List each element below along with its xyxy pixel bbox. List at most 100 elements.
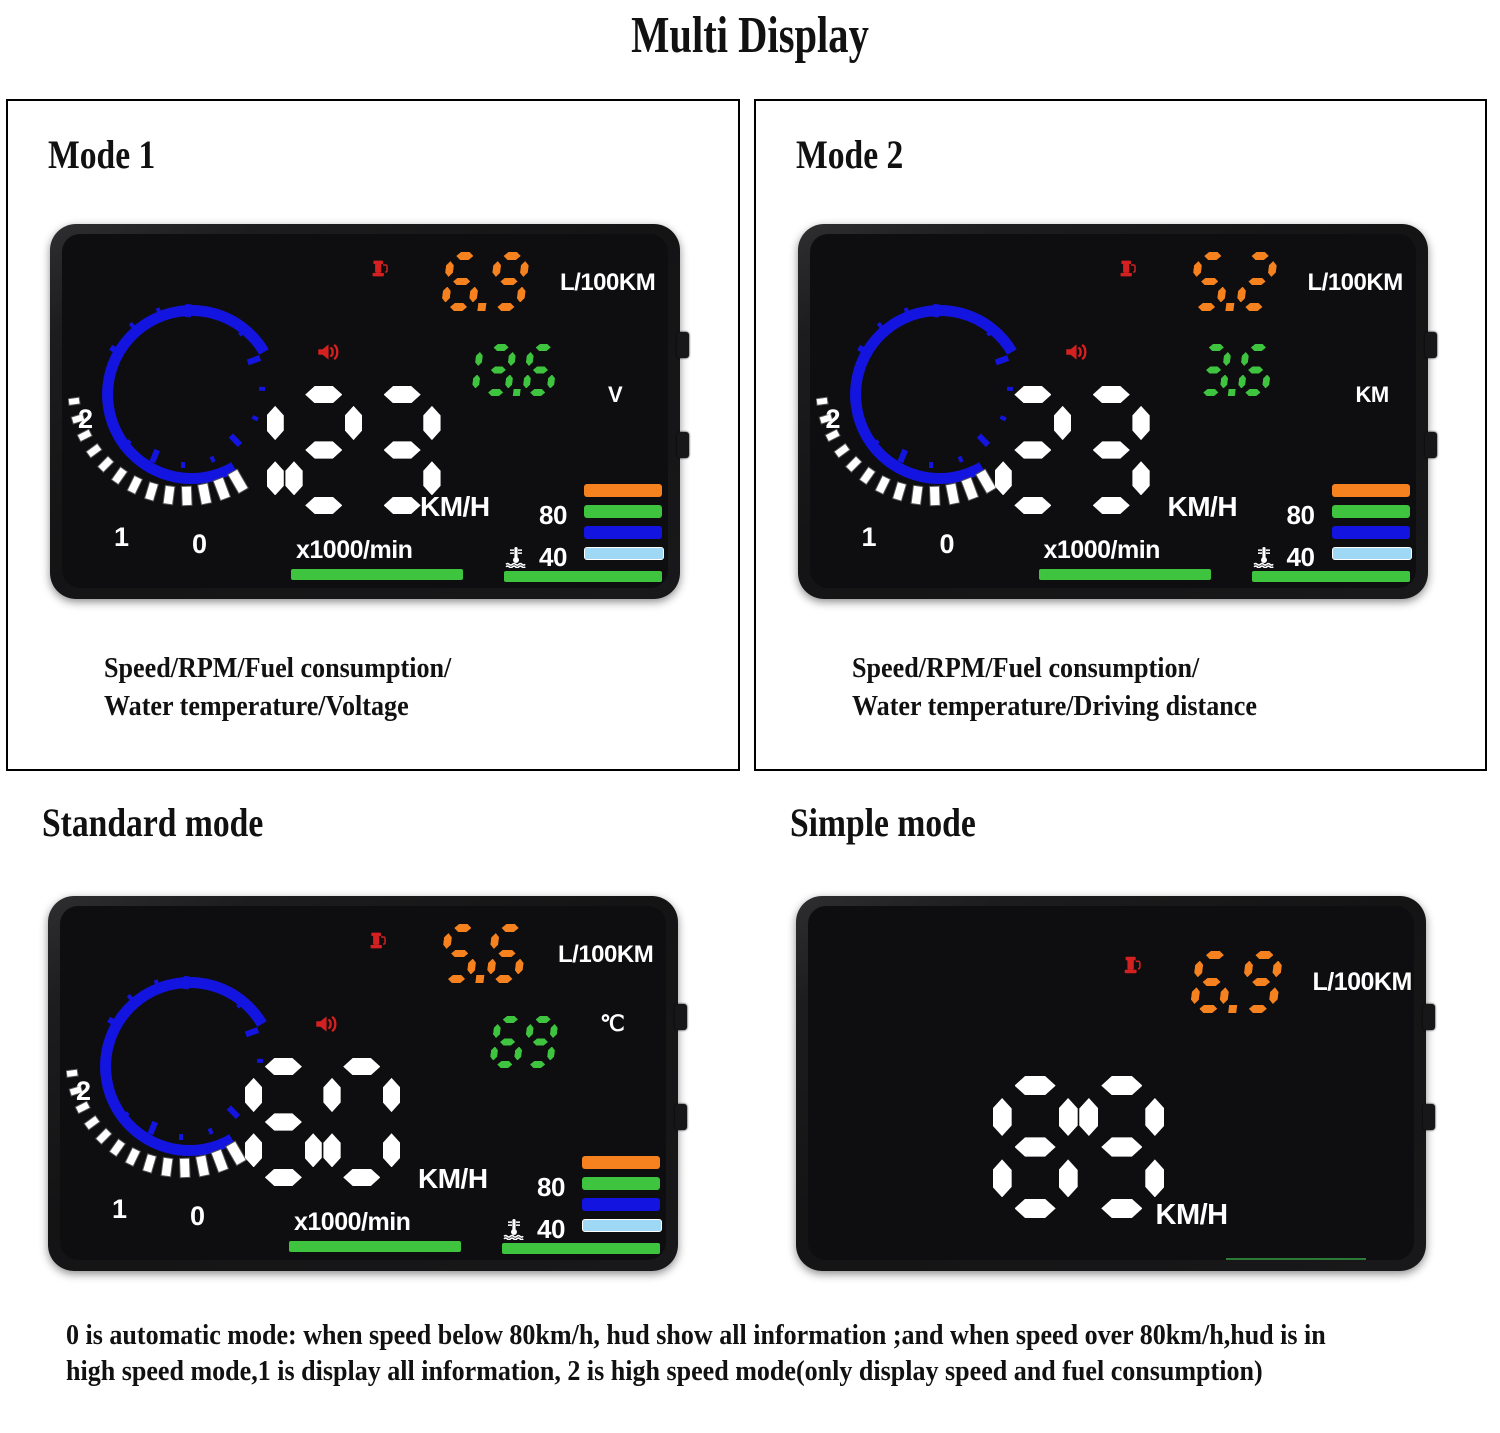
water-temp-low-label: 40 <box>539 542 567 572</box>
rpm-scale-label: 0 <box>192 529 208 559</box>
water-temp-low-label: 40 <box>537 1214 565 1244</box>
seven-segment-digit <box>440 252 483 311</box>
hud-screen: 2 1 0 L/100KM ℃ KM/H x1000/min 80 40 <box>60 906 666 1260</box>
fuel-consumption-value <box>1188 252 1280 311</box>
coolant-temp-icon <box>504 544 528 569</box>
seven-segment-digit <box>1236 344 1274 396</box>
seven-segment-digit <box>522 1016 560 1068</box>
rpm-gauge <box>815 256 1046 546</box>
device-button-top[interactable] <box>1422 1004 1435 1030</box>
hud-body: 2 1 0 L/100KM KM KM/H x1000/min 80 40 <box>797 224 1437 599</box>
hud-screen: 2 1 0 L/100KM V KM/H x1000/min 80 40 <box>62 234 668 588</box>
top-panel-row: Mode 1 2 1 0 L/100KM V KM/H x1000/min 80 40 Spee… <box>6 99 1487 771</box>
rpm-unit-label: x1000/min <box>1043 536 1161 564</box>
seven-segment-digit <box>364 386 441 514</box>
fuel-consumption-value <box>440 252 532 311</box>
water-temp-high-label: 80 <box>537 1172 565 1202</box>
coolant-temp-icon <box>1252 544 1276 569</box>
rpm-scale-label: 1 <box>861 522 877 552</box>
device-button-top[interactable] <box>677 332 689 358</box>
device-button-top[interactable] <box>1424 332 1437 358</box>
rpm-gauge <box>67 256 298 546</box>
speaker-icon <box>313 1011 339 1037</box>
fuel-pump-icon <box>369 258 390 279</box>
secondary-value <box>1194 344 1275 396</box>
water-temp-segment <box>584 505 662 518</box>
fuel-pump-icon <box>367 930 388 951</box>
rpm-scale-label: 2 <box>78 404 94 434</box>
seven-segment-digit <box>480 344 518 396</box>
seven-segment-digit <box>995 386 1072 514</box>
rpm-unit-label: x1000/min <box>296 536 413 564</box>
fuel-unit-label: L/100KM <box>560 269 656 296</box>
seven-segment-digit <box>1188 252 1231 311</box>
seven-segment-digit <box>1073 386 1150 514</box>
seven-segment-digit <box>447 344 485 396</box>
speed-value <box>993 1076 1167 1218</box>
hud-device-standard: 2 1 0 L/100KM ℃ KM/H x1000/min 80 40 <box>48 896 687 1271</box>
seven-segment-digit <box>1079 1076 1164 1218</box>
bottom-panel-row: Standard mode 2 1 0 L/100KM ℃ KM/H x1000/min 80… <box>6 795 1487 1295</box>
seven-segment-value <box>1189 951 1285 1013</box>
panel-caption: Speed/RPM/Fuel consumption/ Water temper… <box>851 652 1257 722</box>
panel-mode-1: Mode 1 2 1 0 L/100KM V KM/H x1000/min 80 40 Spee… <box>6 99 740 771</box>
rpm-unit-label: x1000/min <box>294 1208 411 1236</box>
hud-screen: 2 1 0 L/100KM KM KM/H x1000/min 80 40 <box>809 234 1416 588</box>
rpm-gauge <box>65 928 296 1218</box>
speed-value <box>245 1058 402 1186</box>
secondary-unit-label: V <box>608 382 623 407</box>
rpm-bar <box>289 1241 461 1252</box>
seven-segment-digit <box>438 924 481 983</box>
speaker-icon <box>1063 339 1089 365</box>
device-button-bottom[interactable] <box>675 1104 687 1130</box>
water-temp-segment <box>582 1198 660 1211</box>
fuel-pump-icon <box>1121 954 1143 976</box>
hud-body: 2 1 0 L/100KM V KM/H x1000/min 80 40 <box>50 224 689 599</box>
speed-value <box>995 386 1152 514</box>
device-button-bottom[interactable] <box>677 432 689 458</box>
seven-segment-digit <box>993 1076 1078 1218</box>
seven-segment-digit <box>1194 344 1232 396</box>
panel-heading: Mode 1 <box>48 132 156 177</box>
water-temp-segment <box>582 1177 660 1190</box>
seven-segment-digit <box>489 1016 527 1068</box>
footer-note: 0 is automatic mode: when speed below 80… <box>66 1320 1326 1388</box>
rpm-scale-label: 1 <box>114 522 130 552</box>
water-temp-low-label: 40 <box>1286 542 1315 572</box>
device-button-bottom[interactable] <box>1422 1104 1435 1130</box>
device-button-bottom[interactable] <box>1424 432 1437 458</box>
water-temp-segment <box>582 1219 662 1232</box>
page-title: Multi Display <box>631 7 869 64</box>
status-line <box>1225 1258 1366 1260</box>
speed-unit-label: KM/H <box>1155 1199 1229 1231</box>
speed-unit-label: KM/H <box>1167 491 1238 522</box>
device-button-top[interactable] <box>675 1004 687 1030</box>
coolant-temp-icon <box>502 1216 526 1241</box>
speed-unit-label: KM/H <box>418 1163 488 1194</box>
hud-device-mode-1: 2 1 0 L/100KM V KM/H x1000/min 80 40 <box>50 224 689 599</box>
fuel-consumption-value <box>438 924 530 983</box>
hud-screen: L/100KM KM/H <box>807 906 1414 1260</box>
hud-body: 2 1 0 L/100KM ℃ KM/H x1000/min 80 40 <box>48 896 687 1271</box>
seven-segment-digit <box>1235 252 1278 311</box>
hud-device-simple: L/100KM KM/H <box>795 896 1435 1271</box>
rpm-bar <box>1038 569 1211 580</box>
panel-mode-2: Mode 2 2 1 0 L/100KM KM KM/H x1000/min 80 40 Spe… <box>753 99 1487 771</box>
panel-heading: Mode 2 <box>795 132 903 177</box>
rpm-bar <box>291 569 463 580</box>
water-temp-segment <box>584 484 662 497</box>
secondary-value <box>489 1016 561 1068</box>
seven-segment-digit <box>486 924 529 983</box>
panel-standard-mode: Standard mode 2 1 0 L/100KM ℃ KM/H x1000/min 80… <box>6 795 740 1295</box>
water-temp-segment <box>582 1156 660 1169</box>
seven-segment-digit <box>1189 951 1234 1013</box>
water-temp-bar <box>502 1243 660 1254</box>
secondary-value <box>447 344 561 396</box>
rpm-scale-label: 0 <box>190 1201 206 1231</box>
speed-unit-label: KM/H <box>420 491 490 522</box>
hud-device-mode-2: 2 1 0 L/100KM KM KM/H x1000/min 80 40 <box>797 224 1437 599</box>
water-temp-bar <box>504 571 662 582</box>
rpm-scale-label: 0 <box>939 529 955 559</box>
speaker-icon <box>315 339 341 365</box>
water-temp-bar <box>1251 571 1410 582</box>
